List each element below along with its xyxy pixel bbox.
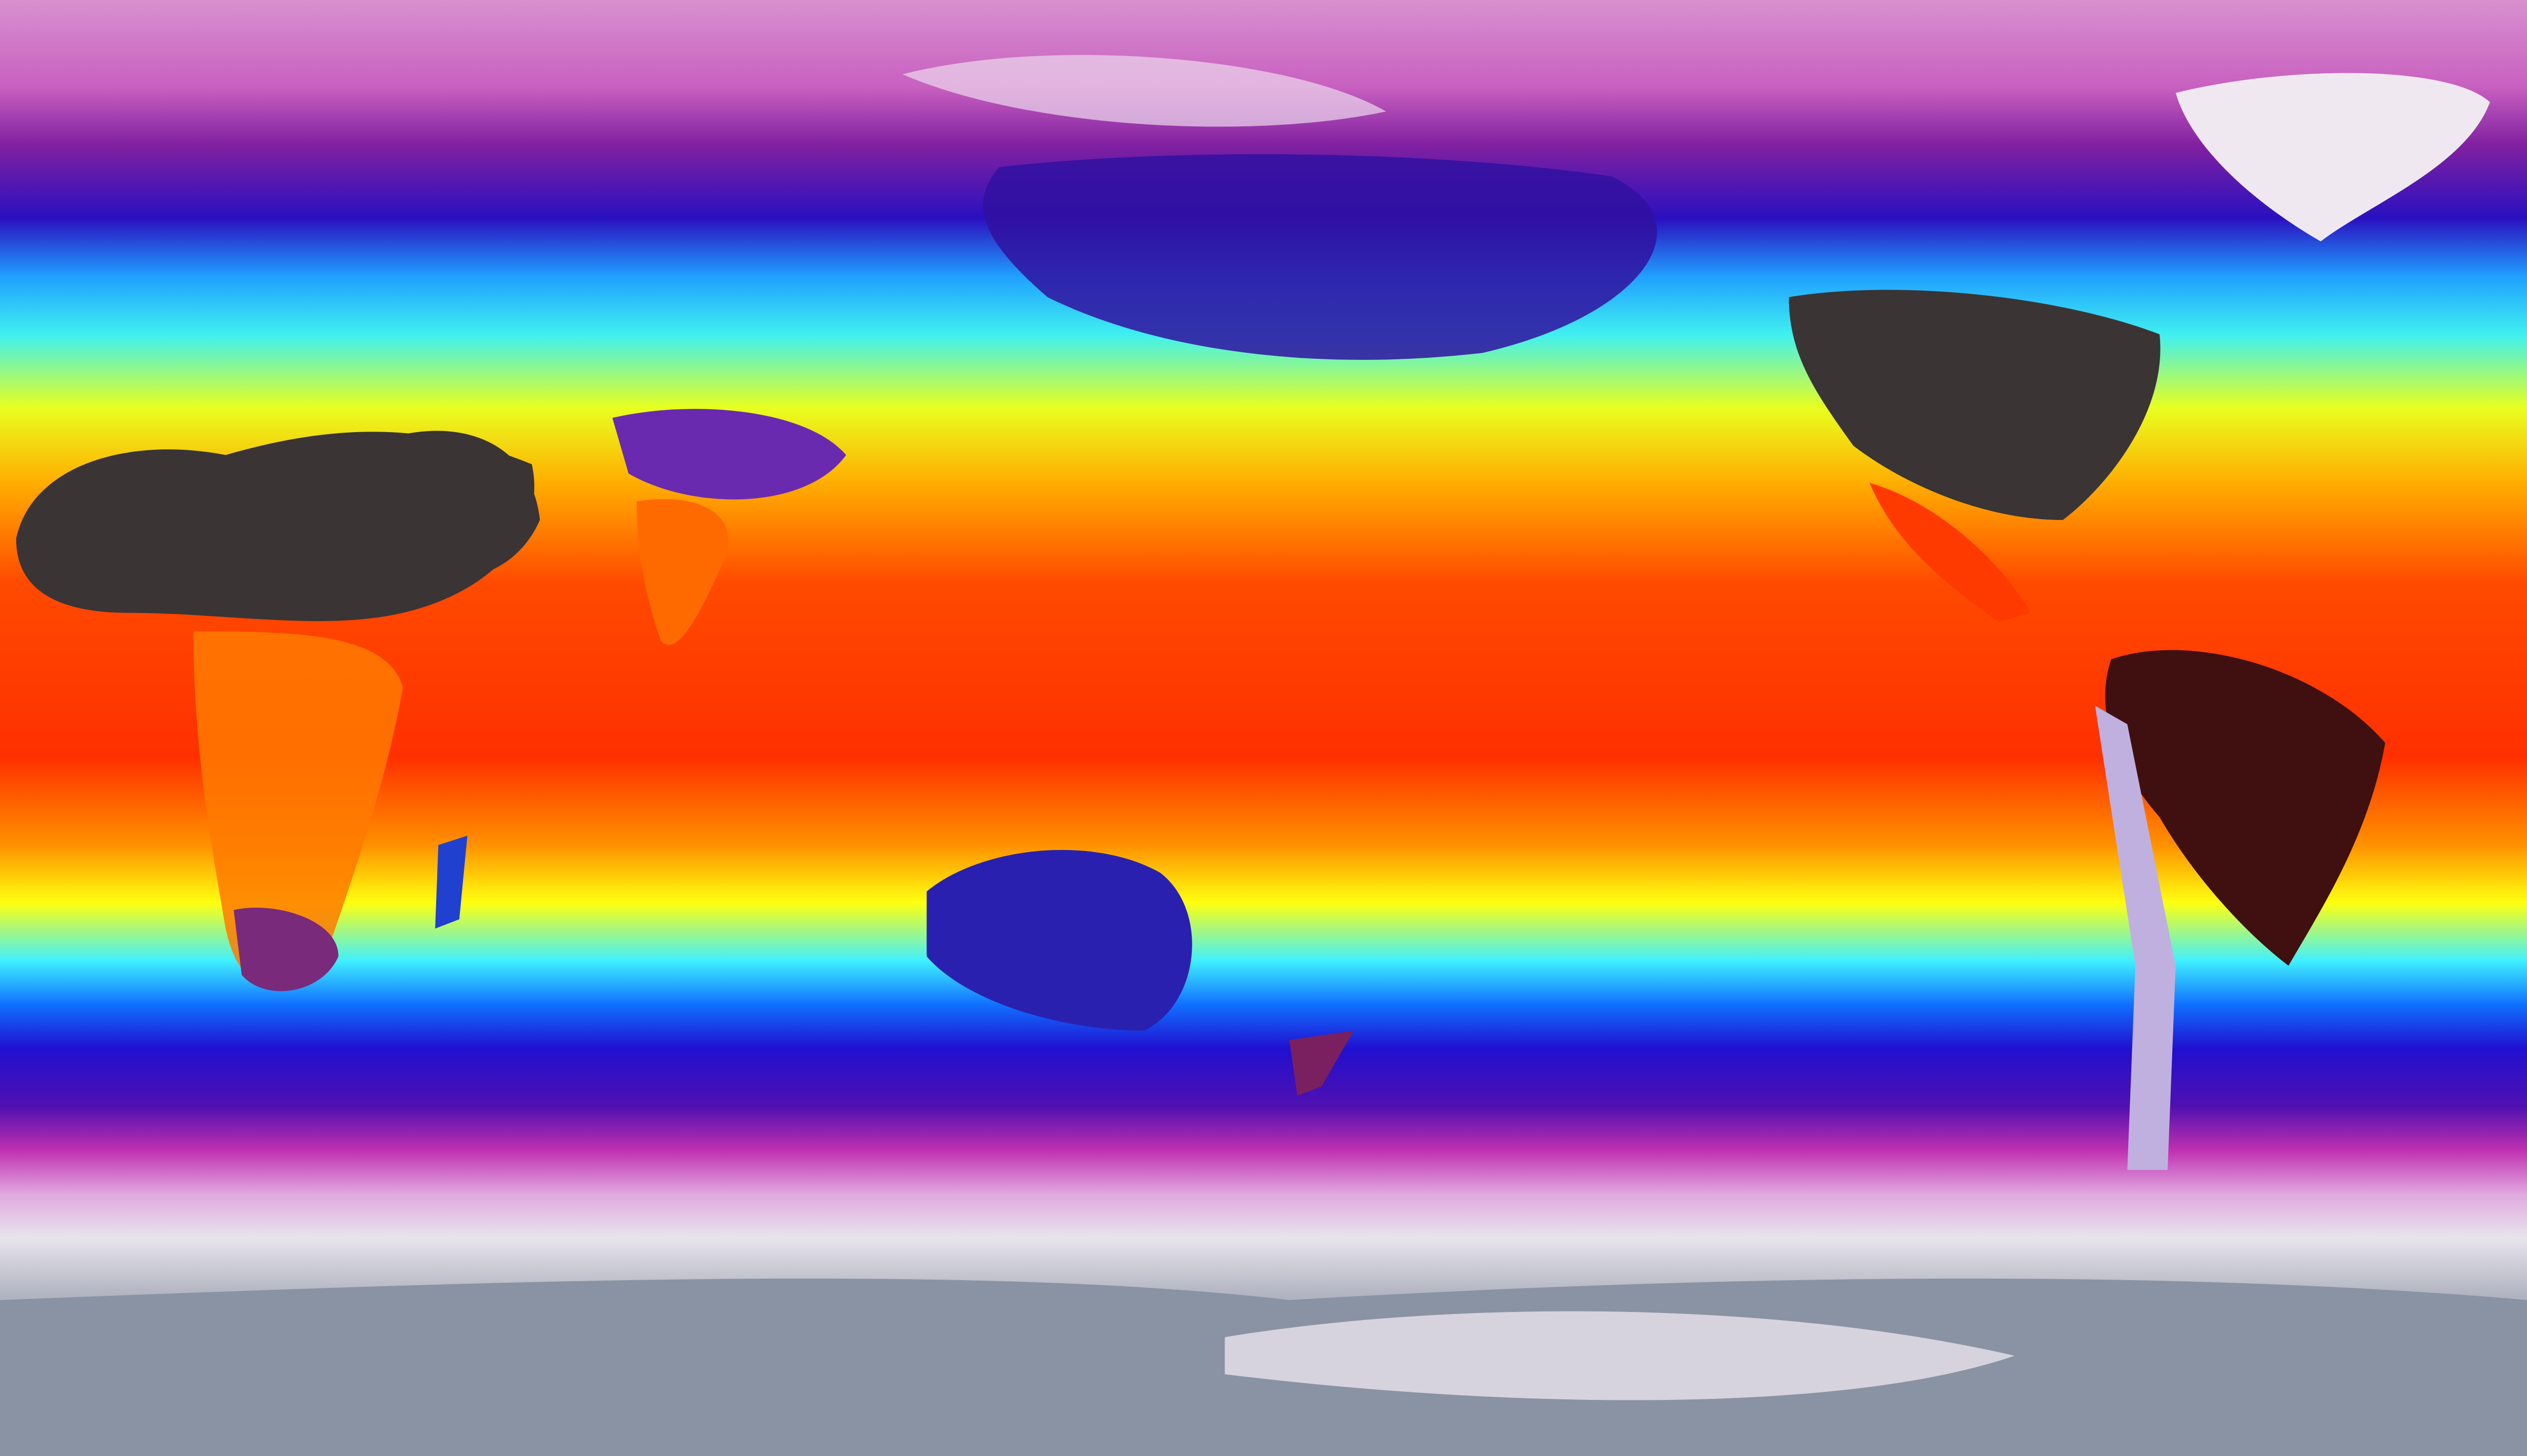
mexico <box>1869 483 2031 623</box>
tibet-plateau <box>612 409 847 500</box>
arctic-cloud <box>902 55 1386 127</box>
arabia-hot-region <box>395 431 540 577</box>
antarctic-cloud-band <box>1225 1311 2015 1400</box>
africa-south <box>193 631 403 991</box>
andes-cold-strip <box>2095 706 2176 1170</box>
siberia-cold-region <box>983 154 1657 360</box>
north-america-hot-region <box>1789 290 2161 520</box>
new-zealand <box>1289 1030 1354 1096</box>
continents <box>0 55 2527 1456</box>
greenland-ice <box>2175 73 2490 242</box>
south-africa-cool <box>233 907 339 992</box>
south-america-hot-region <box>2105 650 2385 966</box>
australia-cool <box>926 850 1192 1031</box>
madagascar <box>435 835 467 929</box>
india <box>636 499 729 645</box>
